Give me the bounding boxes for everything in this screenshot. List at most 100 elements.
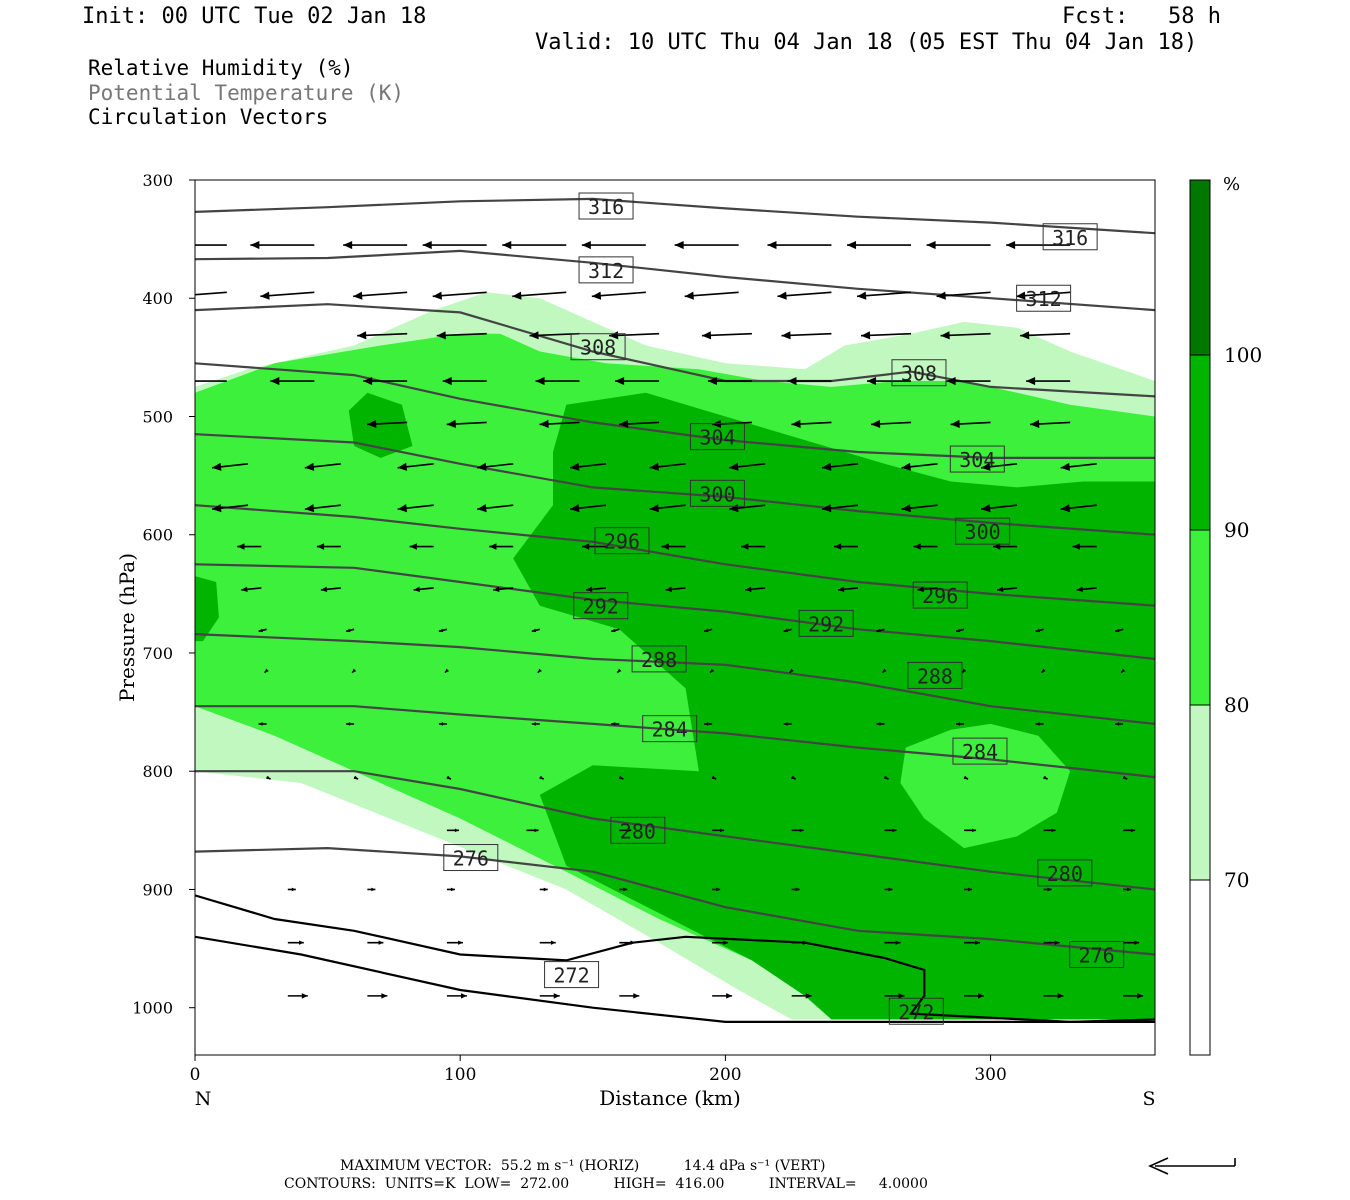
contour-label-box (570, 333, 626, 361)
vector-arrowhead (611, 722, 616, 726)
contour-label-box (907, 661, 963, 689)
vector-arrowhead (346, 722, 351, 726)
vector-arrowhead (962, 668, 967, 673)
contour-label-box (949, 445, 1005, 473)
vector-arrowhead (795, 887, 800, 892)
vector-arrowhead (531, 722, 536, 726)
vector-arrowhead (781, 331, 791, 340)
contour-label-292: 292 (583, 595, 619, 619)
vector-arrowhead (301, 993, 308, 999)
vector-arrowhead (446, 419, 456, 428)
vector-arrowhead (913, 543, 921, 550)
colorbar-label: 80 (1224, 693, 1249, 717)
vector-arrowhead (898, 993, 905, 999)
theta-contour-292 (195, 563, 1155, 660)
plot-frame (194, 179, 1156, 1056)
vector-arrowhead (791, 419, 801, 428)
vector-arrowhead (250, 240, 260, 250)
vector-arrowhead (901, 462, 911, 471)
vector-arrowhead (981, 504, 991, 513)
vector-arrowhead (550, 940, 556, 945)
vector-arrowhead (378, 940, 384, 945)
vector-arrowhead (291, 887, 296, 892)
vector-arrowhead (1047, 887, 1052, 892)
vector-arrowhead (623, 887, 628, 892)
vector-arrowhead (446, 775, 451, 780)
vector-arrowhead (397, 504, 408, 513)
vector-arrowhead (163, 241, 172, 249)
y-tick-label: 400 (142, 289, 173, 308)
x-end-label-right: S (1142, 1088, 1155, 1110)
vector-arrowhead (661, 543, 669, 550)
vector-arrowhead (956, 628, 961, 633)
vector-arrowhead (789, 668, 794, 673)
vector-arrowhead (241, 586, 248, 593)
vector-arrowhead (534, 828, 539, 833)
contour-label-box (544, 961, 600, 989)
vector-arrowhead (531, 628, 537, 633)
contour-label-280: 280 (1047, 862, 1083, 886)
x-tick-label: 100 (444, 1065, 476, 1085)
vector-arrowhead (450, 887, 455, 892)
vector-arrowhead (1054, 940, 1060, 945)
vector-arrowhead (537, 668, 542, 673)
vector-arrowhead (212, 504, 222, 513)
vector-arrowhead (381, 993, 388, 999)
vector-arrowhead (442, 376, 452, 386)
vector-arrowhead (847, 240, 857, 250)
circulation-vector (432, 291, 487, 298)
vector-field (163, 240, 1144, 999)
vector-arrowhead (1035, 722, 1040, 726)
x-end-label-left: N (195, 1088, 212, 1110)
contour-label-308: 308 (901, 362, 937, 386)
vector-arrowhead (619, 419, 629, 428)
vector-arrowhead (1076, 586, 1083, 593)
vector-arrowhead (1043, 775, 1048, 780)
vector-arrowhead (1121, 668, 1126, 673)
vector-arrowhead (615, 376, 625, 386)
vector-arrowhead (895, 940, 901, 945)
contour-label-312: 312 (1026, 287, 1062, 311)
vector-arrowhead (438, 628, 444, 633)
forecast-hour: Fcst: 58 h (1062, 4, 1221, 29)
y-axis-label: Pressure (hPa) (115, 553, 139, 702)
vector-arrowhead (787, 376, 797, 386)
vector-arrowhead (260, 291, 270, 300)
vector-arrowhead (821, 462, 832, 471)
contour-label-box (578, 192, 634, 220)
vector-arrowhead (710, 668, 715, 673)
vector-arrowhead (553, 993, 560, 999)
contour-label-292: 292 (808, 612, 844, 636)
vector-arrowhead (940, 331, 950, 340)
vector-arrowhead (888, 887, 893, 892)
contour-label-box (1037, 859, 1093, 887)
theta-contours (195, 197, 1155, 1024)
vector-arrowhead (674, 240, 684, 250)
contour-label-box (888, 997, 944, 1025)
vector-arrowhead (413, 586, 420, 593)
vector-arrowhead (821, 504, 832, 513)
colorbar-band-80 (1190, 530, 1210, 705)
vector-arrowhead (723, 940, 729, 945)
contour-label-284: 284 (962, 740, 998, 764)
vector-arrowhead (716, 887, 721, 892)
colorbar-label: 90 (1224, 518, 1249, 542)
vector-arrowhead (1006, 240, 1016, 250)
contour-label-280: 280 (620, 819, 656, 843)
valid-time: Valid: 10 UTC Thu 04 Jan 18 (05 EST Thu … (535, 30, 1198, 55)
vector-arrowhead (617, 668, 622, 673)
vector-arrowhead (701, 331, 712, 340)
vector-arrowhead (633, 993, 640, 999)
vector-arrowhead (591, 291, 602, 300)
vector-arrowhead (304, 462, 315, 471)
vector-arrowhead (570, 462, 580, 471)
vector-arrowhead (1026, 376, 1036, 386)
contour-label-box (952, 737, 1008, 765)
vector-arrowhead (802, 940, 808, 945)
contour-label-288: 288 (917, 664, 953, 688)
vector-arrowhead (799, 828, 804, 833)
vector-arrowhead (805, 993, 812, 999)
vector-arrowhead (726, 993, 733, 999)
vector-arrowhead (535, 376, 545, 386)
y-tick-label: 800 (142, 762, 173, 781)
